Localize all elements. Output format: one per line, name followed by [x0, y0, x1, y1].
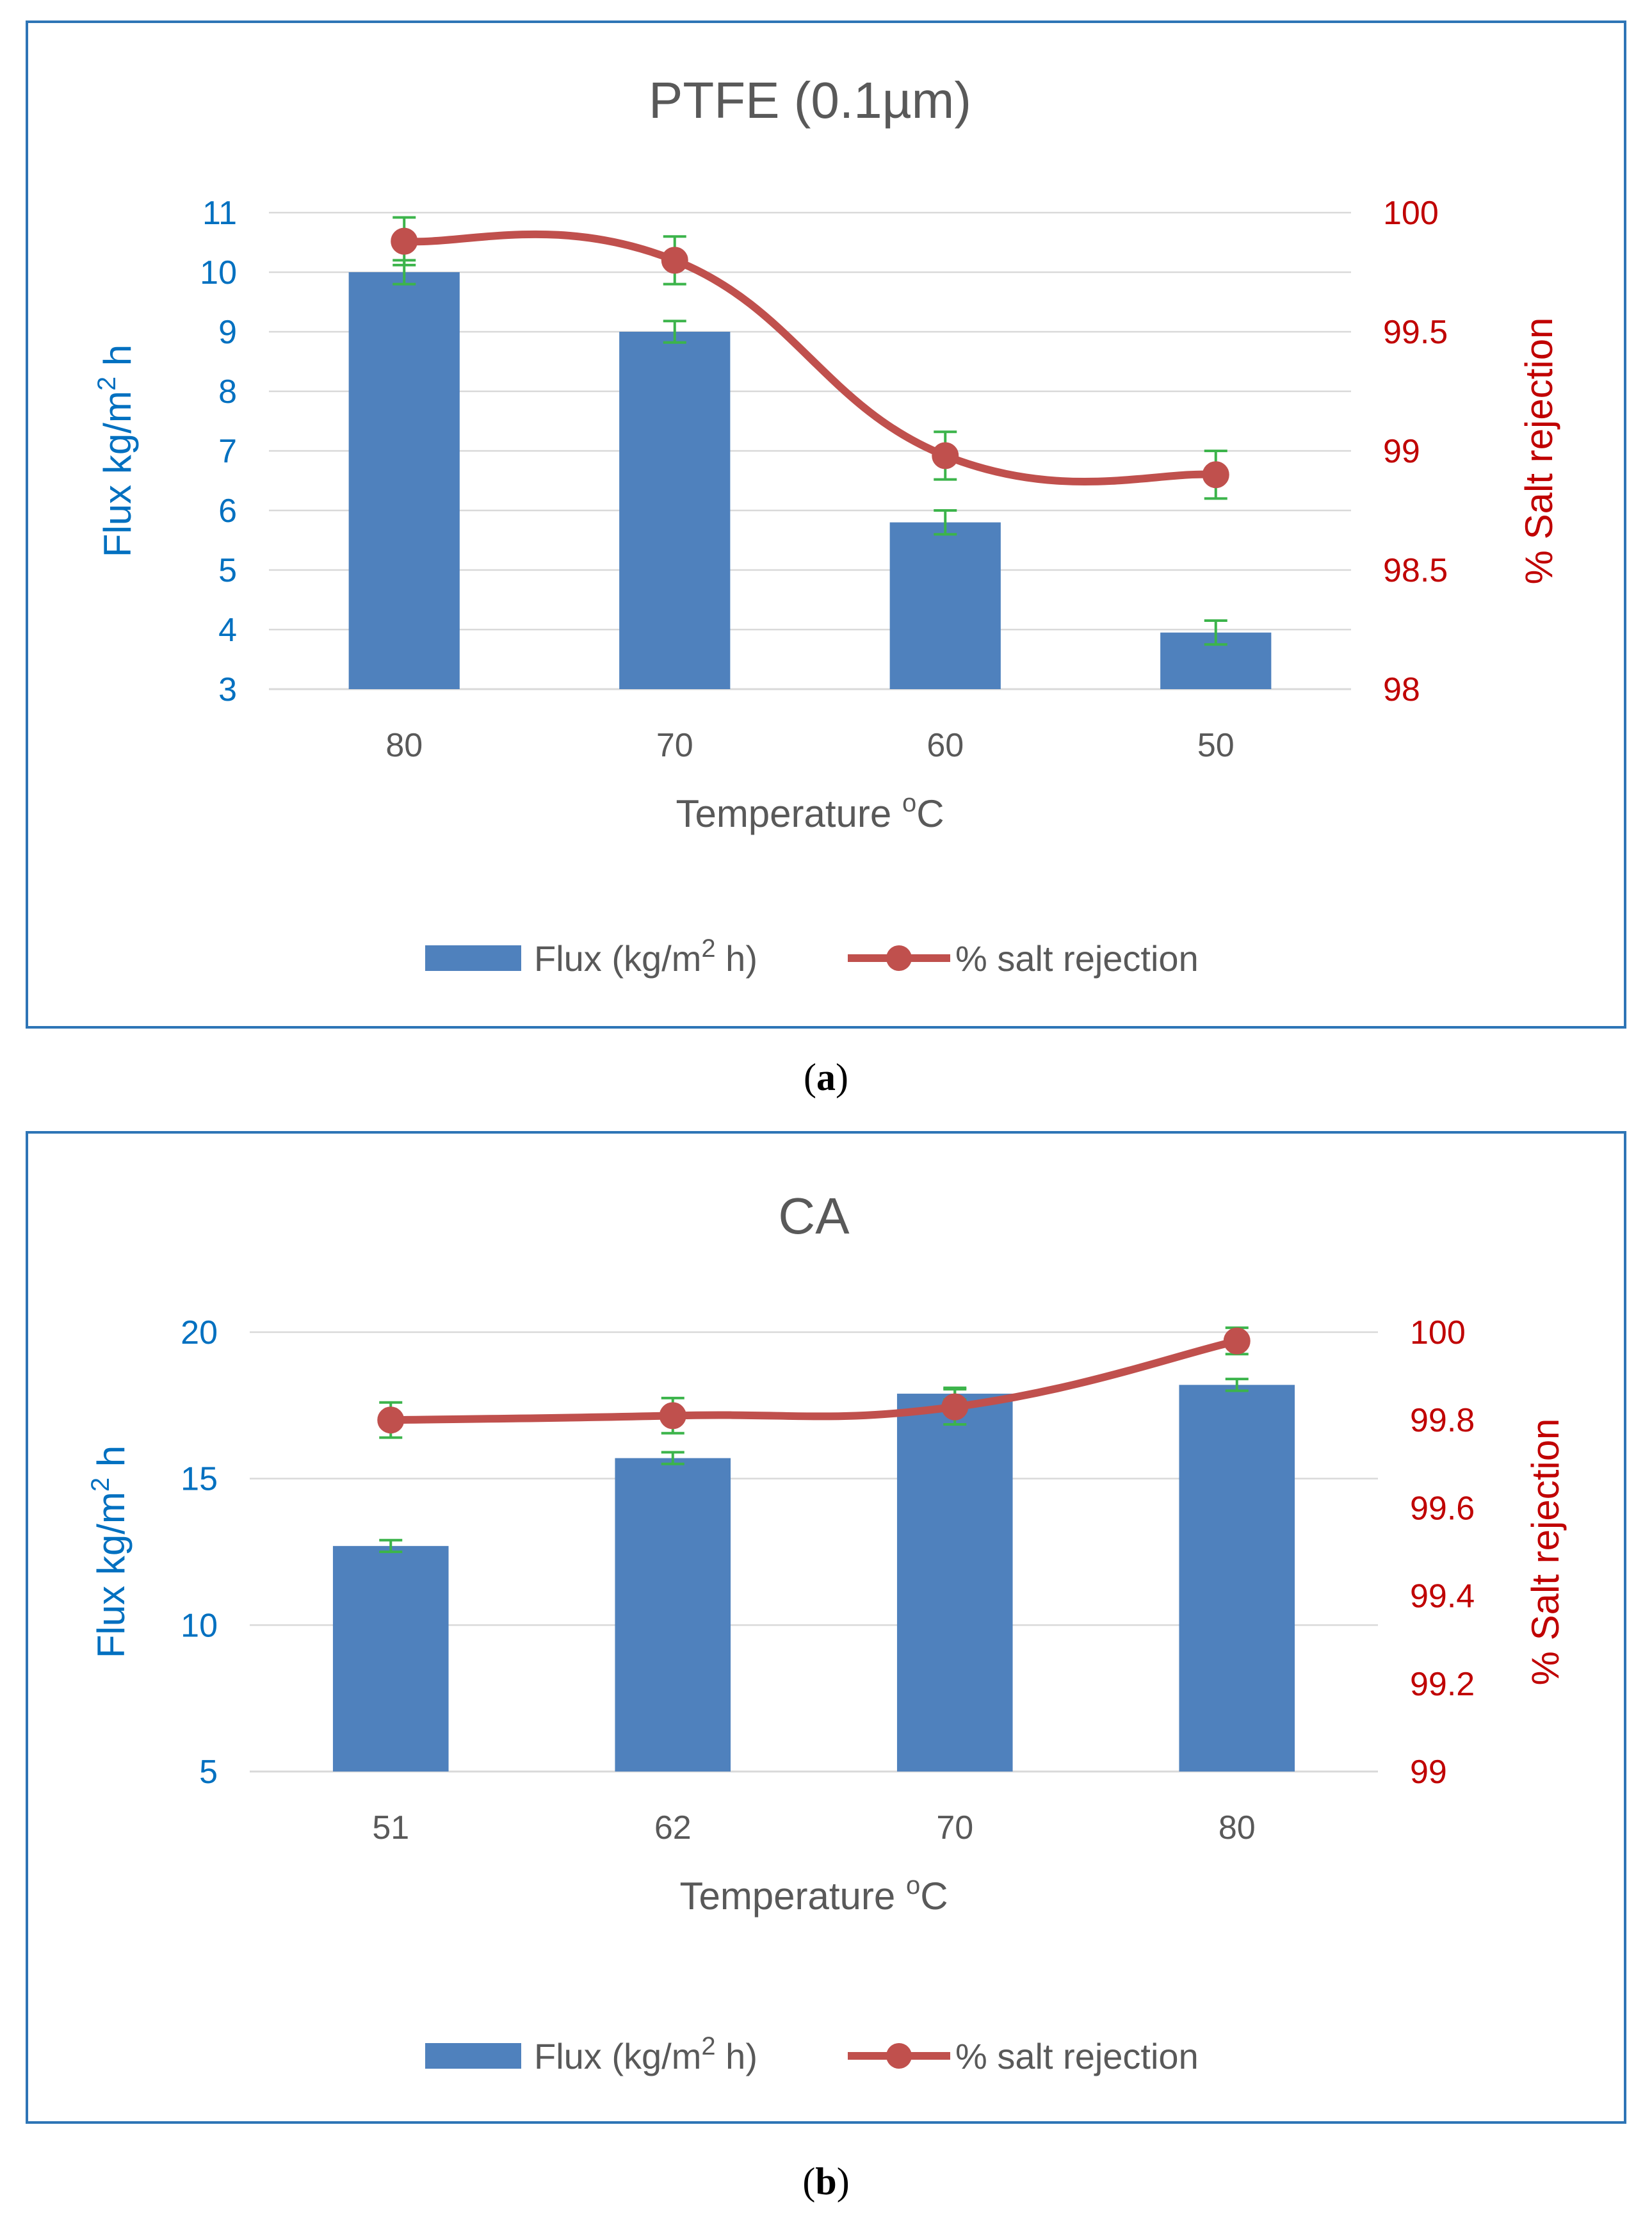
right-axis-tick-label: 99.6: [1410, 1490, 1475, 1527]
flux-bar: [348, 272, 460, 689]
right-axis-tick-label: 99: [1410, 1754, 1447, 1791]
flux-error-bar: [934, 509, 957, 536]
left-axis-tick-label: 8: [218, 373, 237, 411]
left-axis-tick-label: 20: [181, 1314, 218, 1351]
x-axis-title: Temperature oC: [676, 789, 944, 835]
legend-label-rejection: % salt rejection: [955, 938, 1199, 979]
salt-rejection-line: [400, 230, 1220, 485]
chart-panel-ptfe: PTFE (0.1µm) 3 4 5 6 7 8 9 10 11 98 98.5 99 99.5 100 80…: [26, 20, 1626, 1029]
right-axis-tick-label: 99.4: [1410, 1578, 1475, 1615]
left-axis-tick-label: 3: [218, 671, 237, 708]
left-axis-title: Flux kg/m2 h: [86, 1446, 133, 1658]
flux-error-bar: [1204, 619, 1227, 646]
caption-a: (a): [804, 1056, 848, 1098]
left-axis-tick-label: 6: [218, 493, 237, 530]
legend-label-flux: Flux (kg/m2 h): [534, 934, 757, 979]
left-axis-tick-label: 15: [181, 1461, 218, 1498]
right-axis-tick-label: 99: [1383, 433, 1420, 470]
salt-rejection-point: [941, 1393, 969, 1421]
left-axis-tick-label: 10: [200, 254, 237, 291]
legend-swatch-rejection-marker: [886, 945, 912, 971]
chart-svg-ptfe: PTFE (0.1µm) 3 4 5 6 7 8 9 10 11 98 98.5 99 99.5 100 80…: [93, 72, 1560, 979]
legend-swatch-flux: [425, 945, 521, 971]
salt-rejection-point: [1202, 461, 1229, 489]
x-axis-tick-label: 70: [656, 727, 693, 764]
legend: Flux (kg/m2 h) % salt rejection: [425, 934, 1199, 979]
salt-rejection-point: [661, 247, 688, 274]
right-axis-tick-label: 99.2: [1410, 1666, 1475, 1703]
chart-panel-ca: CA 5 10 15 20 99 99.2 99.4 99.6 99.8 100 51 62 70 80 Te…: [26, 1131, 1626, 2124]
chart-svg-ca: CA 5 10 15 20 99 99.2 99.4 99.6 99.8 100 51 62 70 80 Te…: [86, 1187, 1567, 2076]
left-axis-tick-label: 5: [218, 552, 237, 589]
salt-rejection-point: [391, 227, 418, 255]
x-axis-title: Temperature oC: [679, 1871, 948, 1918]
left-axis-tick-label: 7: [218, 433, 237, 470]
x-axis-tick-label: 62: [654, 1809, 692, 1846]
right-axis-tick-label: 99.5: [1383, 314, 1448, 351]
salt-rejection-point: [932, 442, 959, 469]
right-axis-tick-label: 98.5: [1383, 552, 1448, 589]
x-axis-tick-label: 70: [936, 1809, 973, 1846]
flux-error-bar: [379, 1538, 403, 1553]
legend-label-flux: Flux (kg/m2 h): [534, 2032, 757, 2076]
flux-bar: [889, 522, 1001, 689]
flux-bar: [332, 1545, 449, 1772]
right-axis-title: % Salt rejection: [1518, 318, 1560, 585]
salt-rejection-line: [387, 1337, 1241, 1424]
x-axis-tick-label: 50: [1197, 727, 1235, 764]
right-axis-tick-label: 100: [1383, 195, 1439, 232]
right-axis-tick-label: 99.8: [1410, 1402, 1475, 1439]
flux-error-bar: [661, 1451, 684, 1465]
salt-rejection-point: [1223, 1327, 1251, 1355]
chart-title: CA: [778, 1187, 850, 1244]
flux-error-bar: [663, 320, 686, 344]
left-axis-tick-label: 5: [199, 1754, 218, 1791]
chart-title: PTFE (0.1µm): [649, 72, 971, 129]
left-axis-title: Flux kg/m2 h: [93, 345, 139, 557]
x-axis-tick-label: 80: [1219, 1809, 1256, 1846]
legend: Flux (kg/m2 h) % salt rejection: [425, 2032, 1199, 2076]
left-axis-tick-label: 11: [202, 195, 237, 232]
flux-bar: [615, 1458, 731, 1772]
legend-label-rejection: % salt rejection: [955, 2036, 1199, 2076]
caption-b-label: b: [815, 2160, 837, 2203]
x-axis-tick-label: 51: [372, 1809, 409, 1846]
left-axis-tick-label: 4: [218, 612, 237, 649]
left-axis-tick-label: 10: [181, 1607, 218, 1644]
legend-swatch-flux: [425, 2043, 521, 2069]
x-axis-tick-label: 60: [927, 727, 964, 764]
legend-swatch-rejection-marker: [886, 2043, 912, 2069]
right-axis-tick-label: 98: [1383, 671, 1420, 708]
salt-rejection-point: [659, 1402, 686, 1430]
left-axis-tick-label: 9: [218, 314, 237, 351]
flux-bar: [619, 332, 731, 689]
caption-b: (b): [802, 2160, 850, 2203]
salt-rejection-point: [377, 1406, 405, 1434]
flux-bar: [1179, 1385, 1295, 1772]
caption-a-label: a: [816, 1056, 836, 1098]
x-axis-tick-label: 80: [385, 727, 423, 764]
flux-error-bar: [1225, 1378, 1249, 1392]
right-axis-tick-label: 100: [1410, 1314, 1466, 1351]
right-axis-title: % Salt rejection: [1524, 1419, 1567, 1686]
flux-bar: [896, 1394, 1013, 1772]
